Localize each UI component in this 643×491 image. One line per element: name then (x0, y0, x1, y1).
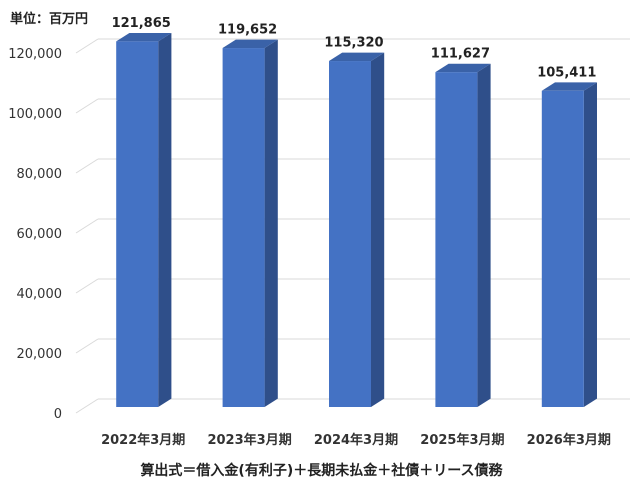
x-tick-label: 2024年3月期 (314, 432, 398, 448)
y-tick-label: 40,000 (17, 287, 63, 302)
x-tick-label: 2023年3月期 (207, 432, 291, 448)
bar-side (583, 82, 597, 407)
x-axis-ticks: 2022年3月期 2023年3月期 2024年3月期 2025年3月期 2026年3月期 (101, 432, 611, 448)
data-label: 111,627 (431, 47, 490, 62)
bar-side (371, 52, 385, 407)
data-label: 119,652 (218, 23, 277, 38)
bar-top (222, 39, 278, 49)
bar-side (264, 39, 278, 407)
bar-side (158, 33, 172, 407)
bars (116, 33, 597, 408)
bar-top (435, 63, 491, 73)
y-tick-label: 60,000 (17, 227, 63, 242)
bar (435, 72, 478, 407)
y-axis-ticks: 0 20,000 40,000 60,000 80,000 100,000 120,000 (8, 47, 62, 422)
gridline-depth (75, 278, 99, 294)
bar (116, 41, 159, 407)
y-tick-label: 0 (54, 407, 62, 422)
gridline-depth (75, 398, 99, 414)
gridline-depth (75, 38, 99, 54)
bar (329, 61, 371, 407)
bar-side (477, 63, 491, 408)
y-tick-label: 100,000 (8, 107, 62, 122)
data-labels: 121,865 119,652 115,320 111,627 105,411 (112, 16, 597, 80)
x-tick-label: 2026年3月期 (527, 432, 611, 448)
bar (222, 48, 265, 407)
y-tick-label: 120,000 (8, 47, 62, 62)
footnote-formula: 算出式＝借入金(有利子)＋長期未払金＋社債＋リース債務 (140, 463, 503, 479)
data-label: 121,865 (112, 16, 171, 31)
gridline-depth (75, 218, 99, 234)
x-tick-label: 2025年3月期 (420, 432, 504, 448)
data-label: 115,320 (324, 36, 383, 51)
bar-top (329, 52, 385, 62)
x-tick-label: 2022年3月期 (101, 432, 185, 448)
y-tick-label: 80,000 (17, 167, 63, 182)
bar-top (116, 33, 172, 42)
gridline-depth (75, 158, 99, 174)
gridline-depth (75, 338, 99, 354)
bar (541, 90, 584, 407)
bar-top (541, 82, 597, 91)
unit-label: 単位：百万円 (10, 12, 89, 27)
gridline-depth (75, 98, 99, 114)
y-tick-label: 20,000 (17, 347, 63, 362)
data-label: 105,411 (537, 65, 596, 80)
